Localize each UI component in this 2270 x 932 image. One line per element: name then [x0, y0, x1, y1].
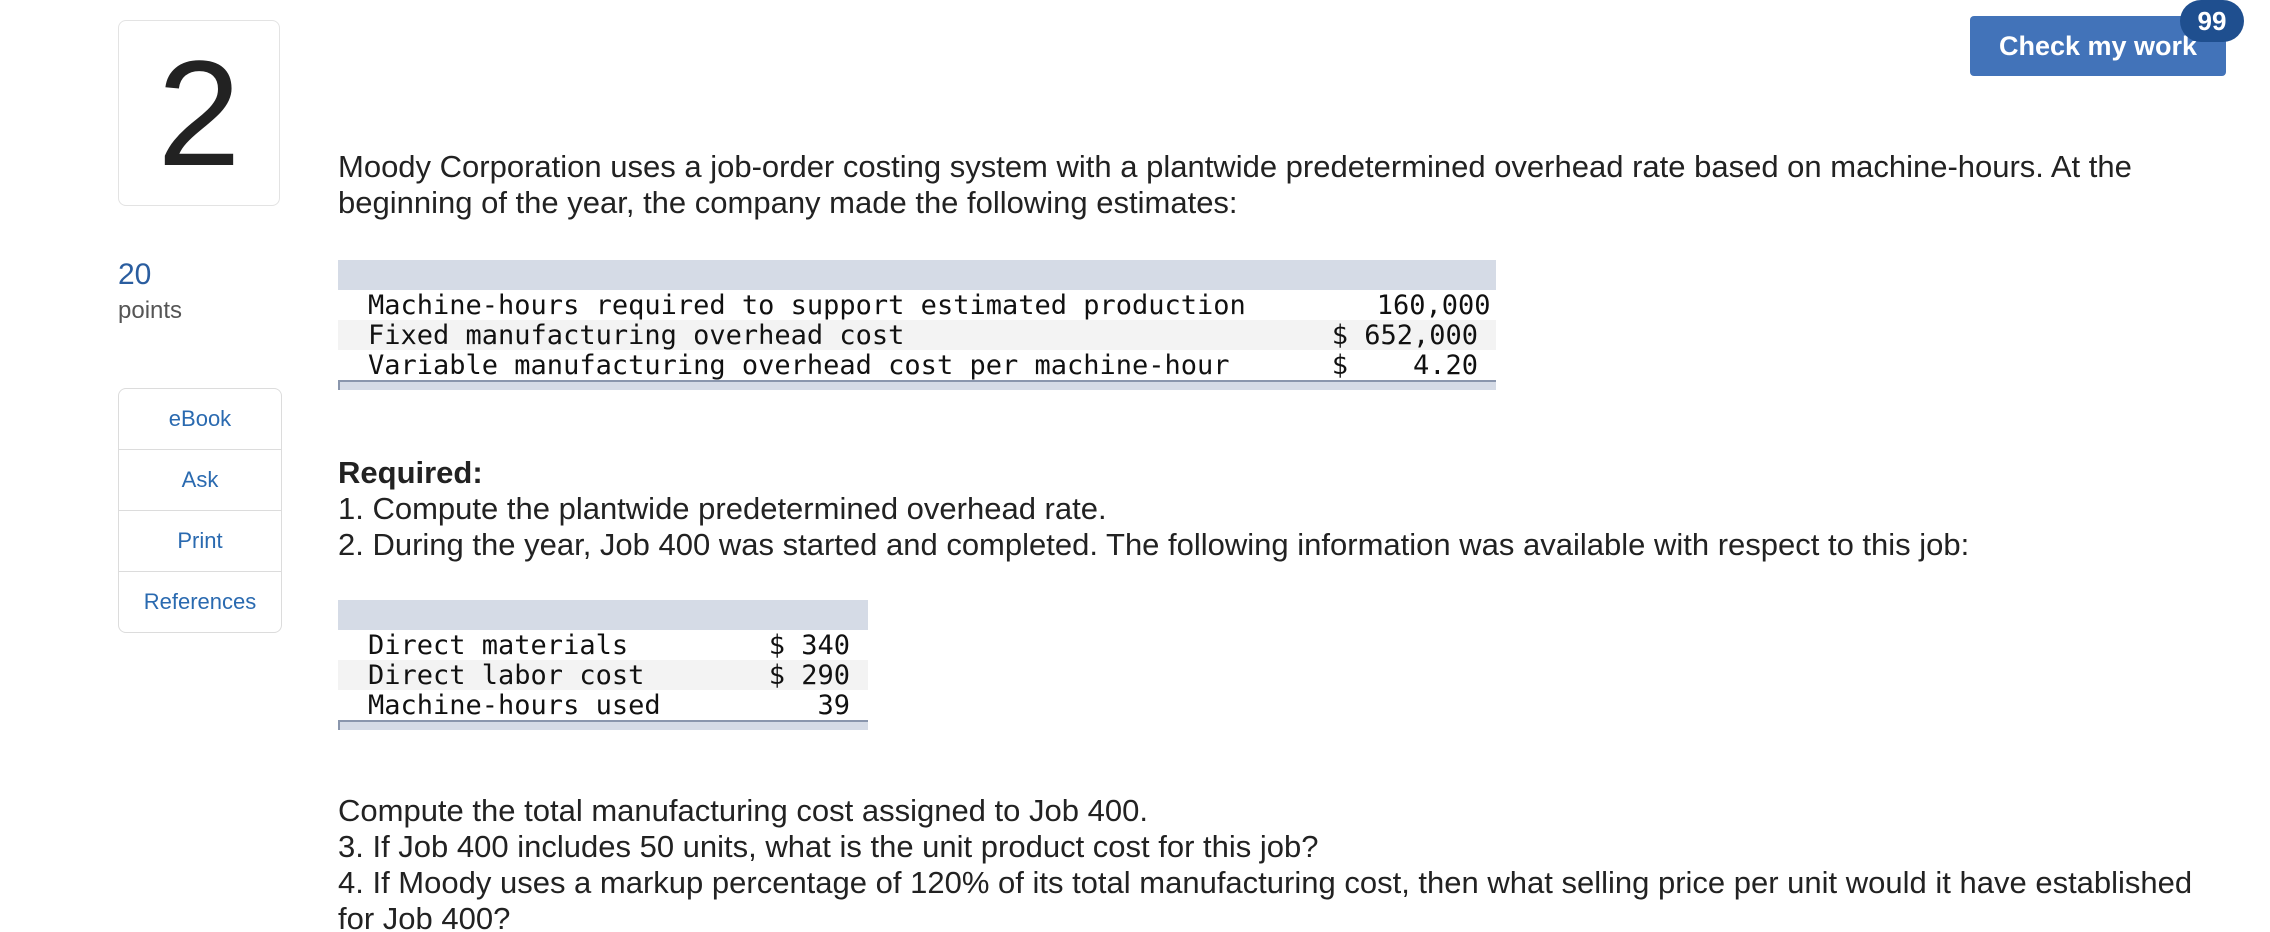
row-value: $ 4.20 [1331, 349, 1478, 381]
row-label: Machine-hours used [368, 689, 661, 721]
required-heading: Required: [338, 455, 483, 490]
print-link[interactable]: Print [119, 511, 281, 572]
row-value: $ 290 [768, 659, 850, 691]
requirement-1: 1. Compute the plantwide predetermined o… [338, 491, 1107, 526]
estimates-table: Machine-hours required to support estima… [338, 260, 1496, 390]
row-label: Variable manufacturing overhead cost per… [368, 349, 1230, 381]
table-header-bar [338, 600, 868, 630]
question-number: 2 [118, 20, 280, 206]
check-count-badge: 99 [2180, 0, 2244, 42]
table-footer-bar [338, 720, 868, 730]
row-label: Direct labor cost [368, 659, 645, 691]
requirement-3: 3. If Job 400 includes 50 units, what is… [338, 829, 1319, 864]
row-value: 160,000 [1328, 289, 1491, 321]
row-value: $ 340 [768, 629, 850, 661]
ask-link[interactable]: Ask [119, 450, 281, 511]
row-label: Machine-hours required to support estima… [368, 289, 1246, 321]
table-footer-bar [338, 380, 1496, 390]
table-row: Direct labor cost $ 290 [338, 659, 868, 691]
requirement-2: 2. During the year, Job 400 was started … [338, 527, 1970, 562]
row-label: Fixed manufacturing overhead cost [368, 319, 905, 351]
table-row: Fixed manufacturing overhead cost $ 652,… [338, 319, 1496, 351]
ebook-link[interactable]: eBook [119, 389, 281, 450]
job-table: Direct materials $ 340 Direct labor cost… [338, 600, 868, 730]
requirement-2-compute: Compute the total manufacturing cost ass… [338, 793, 1148, 828]
problem-intro: Moody Corporation uses a job-order costi… [338, 149, 2132, 220]
table-row: Variable manufacturing overhead cost per… [338, 349, 1496, 381]
row-value: $ 652,000 [1331, 319, 1478, 351]
remaining-requirements: Compute the total manufacturing cost ass… [338, 793, 2218, 932]
table-row: Machine-hours required to support estima… [338, 289, 1496, 321]
references-link[interactable]: References [143, 589, 257, 614]
row-label: Direct materials [368, 629, 629, 661]
table-header-bar [338, 260, 1496, 290]
required-section: Required: 1. Compute the plantwide prede… [338, 455, 1969, 563]
points-value: 20 [118, 258, 152, 291]
table-row: Machine-hours used 39 [338, 689, 868, 721]
points-label: points [118, 297, 183, 324]
requirement-4: 4. If Moody uses a markup percentage of … [338, 865, 2193, 932]
row-value: 39 [817, 689, 850, 721]
table-row: Direct materials $ 340 [338, 629, 868, 661]
tools-menu: eBook Ask Print References [118, 388, 282, 633]
